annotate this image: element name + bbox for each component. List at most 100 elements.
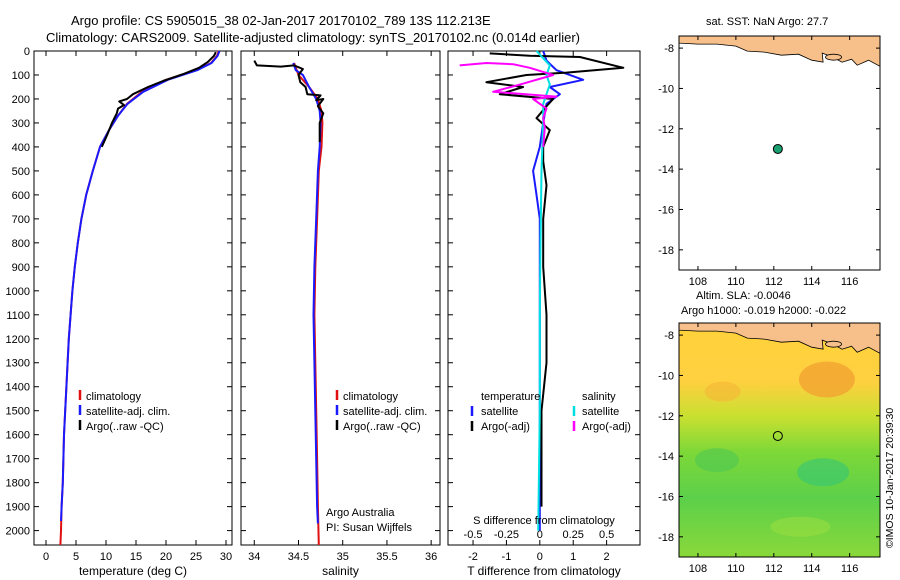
y-tick-label: -14 [658, 164, 674, 176]
legend-heading-salinity: salinity [582, 391, 616, 403]
land-java [679, 323, 880, 354]
panel-difference-from-climatology: -2 -1 0 1 2T difference from climatology temp… [447, 50, 641, 578]
y-tick-label: 1600 [6, 430, 30, 442]
y-tick-label: 1500 [6, 406, 30, 418]
y-tick-label: 0 [24, 46, 30, 58]
y-tick-label: -10 [658, 370, 674, 382]
legend-entry: Argo(-adj) [481, 421, 530, 433]
map-frame [678, 35, 881, 271]
annotation-pi: PI: Susan Wijffels [326, 522, 412, 534]
panel-salinity: 34 34.5 35 35.5 36 salinity climatology satelli… [240, 50, 441, 578]
x-tick-label: 108 [689, 563, 707, 575]
x-top-tick-label: 0 [537, 529, 543, 541]
x-top-tick-label: 0.5 [599, 529, 614, 541]
x-tick-label: -2 [468, 551, 478, 563]
y-tick-label: 700 [12, 214, 30, 226]
x-tick-label: 35.5 [376, 551, 397, 563]
x-tick-label: 1 [570, 551, 576, 563]
x-top-tick-label: 0.25 [563, 529, 584, 541]
x-tick-label: 0 [537, 551, 543, 563]
sla-low-anomaly [694, 448, 739, 473]
x-tick-label: 34 [248, 551, 260, 563]
legend-entry: climatology [86, 391, 142, 403]
x-axis-label: temperature (deg C) [79, 564, 187, 578]
map-frame [678, 322, 881, 558]
imos-timestamp: ©IMOS 10-Jan-2017 20:39:30 [884, 408, 896, 548]
x-tick-label: 116 [841, 563, 859, 575]
sla-low-anomaly [797, 458, 850, 487]
series-line-satellite-adj-clim- [292, 62, 322, 524]
panel-sla-map: 108 110 112 114 116 -8 -10 -12 -14 -16 -18 [658, 322, 881, 575]
x-axis-label-top: S difference from climatology [473, 515, 615, 527]
legend-entry: Argo(-adj) [582, 421, 631, 433]
y-tick-label: -16 [658, 204, 674, 216]
x-top-tick-label: -0.5 [464, 529, 483, 541]
y-tick-label: -8 [664, 330, 674, 342]
figure-title-line1: Argo profile: CS 5905015_38 02-Jan-2017 … [71, 13, 491, 28]
x-axis-label: T difference from climatology [467, 564, 621, 578]
sla-map-subtitle: Argo h1000: -0.019 h2000: -0.022 [681, 305, 847, 317]
x-tick-label: 25 [190, 551, 202, 563]
legend-heading-temperature: temperature [481, 391, 540, 403]
x-tick-label: -1 [502, 551, 512, 563]
x-tick-label: 110 [727, 276, 745, 288]
y-tick-label: -10 [658, 83, 674, 95]
y-tick-label: 2000 [6, 526, 30, 538]
y-tick-label: 400 [12, 142, 30, 154]
y-tick-label: -16 [658, 491, 674, 503]
legend-entry: satellite-adj. clim. [343, 406, 427, 418]
y-tick-label: 500 [12, 166, 30, 178]
y-tick-label: 1300 [6, 358, 30, 370]
y-tick-label: 800 [12, 238, 30, 250]
y-tick-label: -14 [658, 451, 674, 463]
x-tick-label: 112 [765, 276, 783, 288]
sla-mid-anomaly [770, 516, 831, 537]
figure-title-line2: Climatology: CARS2009. Satellite-adjuste… [46, 30, 581, 45]
legend-entry: Argo(..raw -QC) [86, 421, 164, 433]
annotation-argo-australia: Argo Australia [326, 507, 395, 519]
y-tick-label: 100 [12, 70, 30, 82]
x-tick-label: 20 [160, 551, 172, 563]
float-position-marker [772, 143, 783, 154]
x-axis-label: salinity [322, 564, 359, 578]
land-island [825, 340, 842, 348]
y-tick-label: 300 [12, 118, 30, 130]
panel-temperature: 0 5 10 15 20 25 300100200300400500600700800900… [6, 46, 233, 578]
y-tick-label: 1400 [6, 382, 30, 394]
y-tick-label: -8 [664, 43, 674, 55]
y-tick-label: -12 [658, 124, 674, 136]
x-tick-label: 34.5 [288, 551, 309, 563]
sla-high-anomaly [704, 381, 741, 402]
legend-entry: satellite [582, 406, 619, 418]
legend-entry: Argo(..raw -QC) [343, 421, 421, 433]
land-island [825, 53, 842, 61]
series-line-temperature-argo-adj- [485, 52, 625, 507]
x-tick-label: 30 [220, 551, 232, 563]
legend-entry: climatology [343, 391, 399, 403]
x-tick-label: 110 [727, 563, 745, 575]
y-tick-label: 1800 [6, 478, 30, 490]
x-tick-label: 35 [337, 551, 349, 563]
map-content [679, 323, 880, 557]
y-tick-label: -18 [658, 245, 674, 257]
series-line-argo-raw-qc- [253, 60, 325, 143]
plot-frame [240, 50, 441, 546]
panel-sst-map: 108 110 112 114 116 -8 -10 -12 -14 -16 -18 [658, 35, 881, 288]
series-line-salinity-satellite [535, 50, 551, 531]
y-tick-label: 1900 [6, 502, 30, 514]
x-tick-label: 15 [130, 551, 142, 563]
series-line-argo-raw-qc- [100, 51, 217, 148]
x-tick-label: 108 [689, 276, 707, 288]
x-tick-label: 114 [803, 563, 821, 575]
y-tick-label: 1000 [6, 286, 30, 298]
x-tick-label: 114 [803, 276, 821, 288]
y-tick-label: 1200 [6, 334, 30, 346]
y-tick-label: -12 [658, 411, 674, 423]
y-tick-label: 1700 [6, 454, 30, 466]
series-line-salinity-argo-adj- [459, 62, 558, 147]
x-tick-label: 10 [100, 551, 112, 563]
land-java [679, 36, 880, 67]
y-tick-label: 900 [12, 262, 30, 274]
x-tick-label: 0 [43, 551, 49, 563]
